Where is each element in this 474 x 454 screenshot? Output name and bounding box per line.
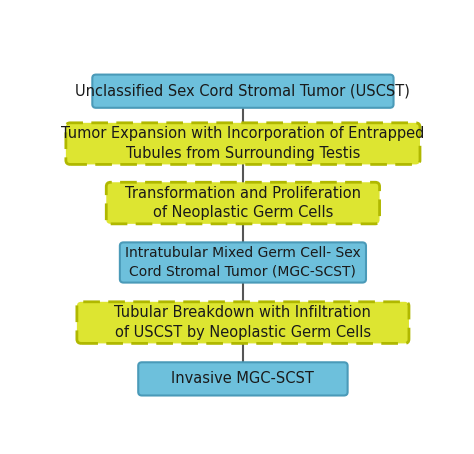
Text: Intratubular Mixed Germ Cell- Sex
Cord Stromal Tumor (MGC-SCST): Intratubular Mixed Germ Cell- Sex Cord S… xyxy=(125,246,361,279)
FancyBboxPatch shape xyxy=(120,242,366,282)
Text: Transformation and Proliferation
of Neoplastic Germ Cells: Transformation and Proliferation of Neop… xyxy=(125,186,361,221)
FancyBboxPatch shape xyxy=(77,302,409,343)
Text: Unclassified Sex Cord Stromal Tumor (USCST): Unclassified Sex Cord Stromal Tumor (USC… xyxy=(75,84,410,99)
FancyBboxPatch shape xyxy=(66,123,420,164)
Text: Tubular Breakdown with Infiltration
of USCST by Neoplastic Germ Cells: Tubular Breakdown with Infiltration of U… xyxy=(115,305,371,340)
Text: Tumor Expansion with Incorporation of Entrapped
Tubules from Surrounding Testis: Tumor Expansion with Incorporation of En… xyxy=(61,126,425,161)
FancyBboxPatch shape xyxy=(138,362,347,395)
FancyBboxPatch shape xyxy=(92,74,393,108)
FancyBboxPatch shape xyxy=(106,182,380,224)
Text: Invasive MGC-SCST: Invasive MGC-SCST xyxy=(172,371,314,386)
